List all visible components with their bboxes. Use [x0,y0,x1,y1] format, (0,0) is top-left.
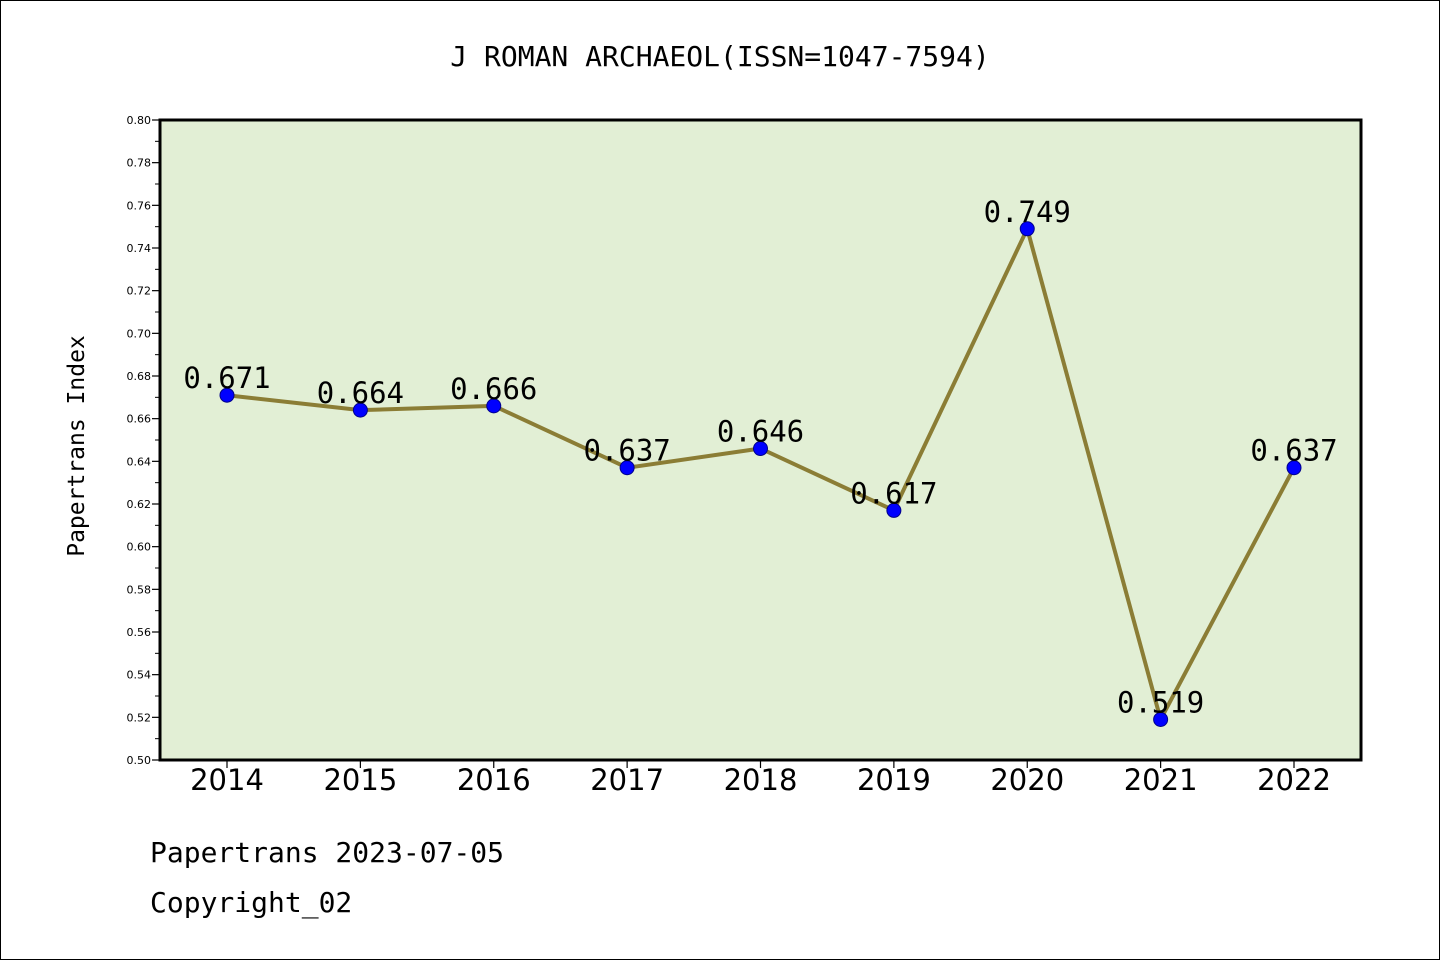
y-tick-label: 0.56 [127,626,152,639]
data-point [219,387,235,403]
x-tick-label: 2018 [724,763,798,797]
data-label: 0.617 [850,476,937,510]
plot-border [158,118,1363,762]
y-tick-label: 0.66 [127,413,152,426]
footer-source: Papertrans 2023-07-05 [150,836,505,869]
data-point [753,441,768,457]
data-point [486,398,502,414]
x-tick-label: 2016 [457,763,531,797]
data-point [1019,221,1035,237]
data-label: 0.749 [984,195,1071,229]
y-tick-label: 0.58 [127,583,152,596]
data-label: 0.637 [583,434,670,468]
plot-area [160,120,1361,760]
data-point [619,460,635,476]
data-labels: 0.671 0.664 0.666 0.637 0.646 0.617 0.749 0.519… [183,195,1337,720]
x-axis-ticks: 2014 2015 2016 2017 2018 2019 2020 2021 2022 [190,760,1331,797]
chart-title: J ROMAN ARCHAEOL(ISSN=1047-7594) [450,40,989,73]
data-label: 0.666 [450,372,537,406]
y-tick-label: 0.62 [127,498,152,511]
data-label: 0.664 [317,376,404,410]
y-tick-label: 0.52 [127,711,152,724]
y-tick-label: 0.60 [127,541,152,554]
x-tick-label: 2015 [323,763,397,797]
y-tick-label: 0.68 [127,370,152,383]
footer-copyright: Copyright_02 [150,886,353,919]
y-tick-label: 0.54 [127,669,152,682]
y-tick-label: 0.50 [127,754,152,767]
x-tick-label: 2021 [1124,763,1198,797]
y-axis-label: Papertrans Index [64,335,90,557]
data-label: 0.671 [183,361,270,395]
data-point [1286,460,1302,476]
data-label: 0.637 [1250,434,1337,468]
y-tick-label: 0.76 [127,199,152,212]
y-tick-label: 0.80 [127,114,152,127]
y-axis-ticks: 0.50 0.52 0.54 0.56 0.58 0.60 0.62 0.64 0.66 0.68… [127,114,160,767]
y-tick-label: 0.74 [127,242,152,255]
data-point [886,502,902,518]
x-tick-label: 2019 [857,763,931,797]
y-tick-label: 0.72 [127,285,152,298]
data-point [352,402,368,418]
data-label: 0.646 [717,415,804,449]
series-papertrans-index [219,221,1302,727]
x-tick-label: 2014 [190,763,264,797]
data-label: 0.519 [1117,685,1204,719]
y-tick-label: 0.64 [127,455,152,468]
y-tick-label: 0.70 [127,327,152,340]
x-tick-label: 2017 [590,763,664,797]
x-tick-label: 2022 [1257,763,1331,797]
x-tick-label: 2020 [990,763,1064,797]
y-tick-label: 0.78 [127,157,152,170]
data-point [1153,711,1169,727]
